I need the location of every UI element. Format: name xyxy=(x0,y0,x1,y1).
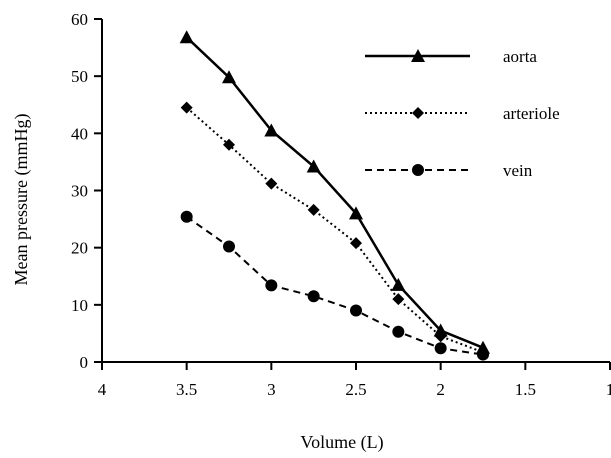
y-tick-label: 30 xyxy=(71,182,88,201)
y-tick-label: 40 xyxy=(71,124,88,143)
x-tick-label: 3.5 xyxy=(176,380,197,399)
x-tick-label: 1.5 xyxy=(515,380,536,399)
x-axis-label: Volume (L) xyxy=(300,432,383,453)
y-axis-label: Mean pressure (mmHg) xyxy=(11,114,32,286)
x-tick-label: 4 xyxy=(98,380,107,399)
data-point-arteriole xyxy=(350,237,362,250)
legend: aorta arteriole vein xyxy=(365,47,560,180)
data-point-vein xyxy=(223,240,235,253)
data-point-vein xyxy=(180,210,193,223)
legend-marker-vein xyxy=(412,164,424,176)
x-tick-label: 1 xyxy=(606,380,611,399)
legend-item-arteriole: arteriole xyxy=(365,104,560,123)
data-point-aorta xyxy=(222,70,236,84)
data-point-arteriole xyxy=(265,177,278,190)
data-point-vein xyxy=(477,348,489,361)
data-point-vein xyxy=(434,342,447,355)
series-line-vein xyxy=(186,215,484,356)
legend-label-vein: vein xyxy=(503,161,533,180)
data-point-aorta xyxy=(179,30,194,44)
legend-marker-arteriole xyxy=(412,107,424,119)
data-point-arteriole xyxy=(434,330,447,343)
data-point-vein xyxy=(350,304,362,317)
data-point-aorta xyxy=(391,277,406,291)
data-point-aorta xyxy=(433,323,448,337)
data-point-aorta xyxy=(349,206,363,220)
series-aorta xyxy=(179,30,490,354)
data-point-arteriole xyxy=(307,203,320,216)
data-point-arteriole xyxy=(180,101,193,114)
data-point-vein xyxy=(392,325,405,338)
y-axis-ticks: 0 10 20 30 40 50 60 xyxy=(71,10,102,372)
legend-item-vein: vein xyxy=(365,161,533,180)
data-point-vein xyxy=(265,279,278,292)
legend-item-aorta: aorta xyxy=(365,47,537,66)
series-arteriole xyxy=(180,101,489,359)
y-tick-label: 0 xyxy=(80,353,89,372)
data-point-arteriole xyxy=(392,293,405,306)
data-point-vein xyxy=(307,290,320,303)
x-tick-label: 3 xyxy=(267,380,276,399)
legend-label-aorta: aorta xyxy=(503,47,537,66)
series-vein xyxy=(180,210,489,361)
x-axis-ticks: 4 3.5 3 2.5 2 1.5 1 xyxy=(98,362,611,399)
y-tick-label: 10 xyxy=(71,296,88,315)
legend-marker-aorta xyxy=(411,49,425,62)
data-point-aorta xyxy=(306,159,321,173)
legend-label-arteriole: arteriole xyxy=(503,104,560,123)
y-tick-label: 60 xyxy=(71,10,88,29)
y-tick-label: 50 xyxy=(71,67,88,86)
data-point-aorta xyxy=(264,123,279,137)
x-tick-label: 2.5 xyxy=(345,380,366,399)
plot-area xyxy=(179,30,490,361)
y-tick-label: 20 xyxy=(71,239,88,258)
data-point-arteriole xyxy=(223,138,235,151)
series-line-arteriole xyxy=(186,106,484,354)
x-tick-label: 2 xyxy=(436,380,445,399)
series-line-aorta xyxy=(185,36,484,349)
